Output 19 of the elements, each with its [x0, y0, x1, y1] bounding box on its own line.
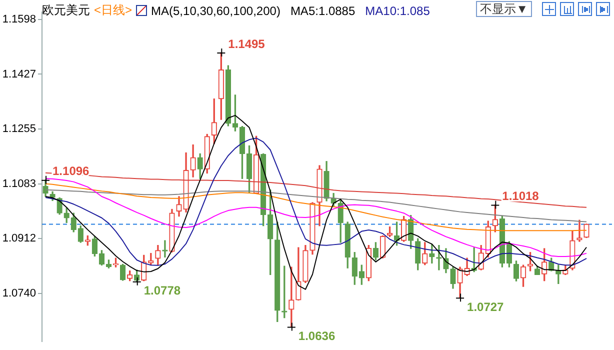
y-tick-label: 1.1598: [2, 14, 36, 26]
candlestick: [162, 240, 168, 258]
y-tick-label: 1.0740: [2, 288, 36, 300]
text: MA5:1.0885: [290, 4, 356, 18]
y-tick-label: 1.1083: [2, 178, 36, 190]
candlestick: [576, 220, 582, 242]
y-tick-label: 1.0912: [2, 232, 36, 245]
annotation: 1.0727: [467, 300, 504, 314]
y-tick-label: 1.1427: [2, 68, 36, 80]
annotation: 1.0636: [298, 329, 336, 344]
y-tick-label: 1.1255: [2, 123, 36, 136]
text: MA10:1.085: [365, 4, 430, 18]
legend-title: MA(5,10,30,60,100,200): [151, 4, 280, 18]
chart-subtitle: <日线>: [94, 2, 132, 19]
annotation: 1.1018: [502, 189, 540, 204]
chart-title: 欧元美元: [42, 2, 90, 19]
annotation: 1.1495: [228, 36, 266, 51]
annotation: 1.0778: [144, 284, 181, 298]
annotation: 不显示▼: [476, 1, 532, 17]
